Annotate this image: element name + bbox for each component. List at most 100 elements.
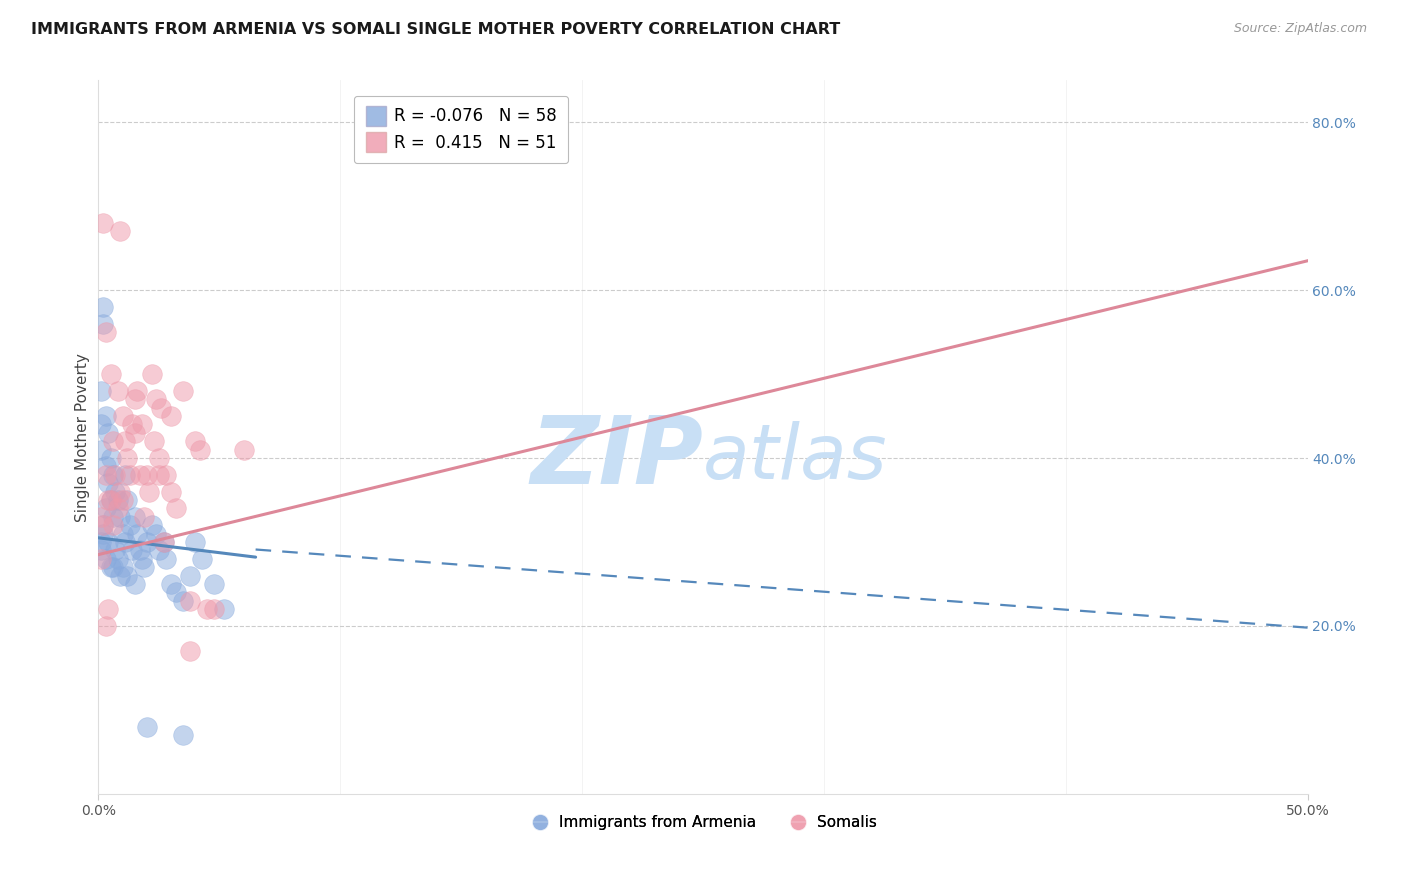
Point bbox=[232, 442, 254, 457]
Point bbox=[90, 384, 112, 398]
Point bbox=[195, 602, 218, 616]
Point bbox=[138, 484, 160, 499]
Point bbox=[108, 224, 131, 238]
Point bbox=[141, 367, 163, 381]
Point bbox=[94, 325, 117, 339]
Point bbox=[152, 535, 174, 549]
Point bbox=[100, 493, 122, 508]
Point bbox=[118, 518, 141, 533]
Point bbox=[145, 526, 167, 541]
Point bbox=[94, 459, 117, 474]
Point bbox=[179, 594, 201, 608]
Point bbox=[107, 384, 129, 398]
Point bbox=[101, 467, 124, 482]
Point bbox=[90, 551, 112, 566]
Point bbox=[212, 602, 235, 616]
Point bbox=[121, 543, 143, 558]
Point bbox=[94, 467, 117, 482]
Point bbox=[172, 728, 194, 742]
Point bbox=[107, 493, 129, 508]
Point bbox=[90, 543, 112, 558]
Point bbox=[127, 526, 149, 541]
Legend: Immigrants from Armenia, Somalis: Immigrants from Armenia, Somalis bbox=[523, 809, 883, 836]
Point bbox=[100, 493, 122, 508]
Point bbox=[148, 467, 170, 482]
Point bbox=[145, 392, 167, 407]
Text: IMMIGRANTS FROM ARMENIA VS SOMALI SINGLE MOTHER POVERTY CORRELATION CHART: IMMIGRANTS FROM ARMENIA VS SOMALI SINGLE… bbox=[31, 22, 841, 37]
Point bbox=[111, 493, 134, 508]
Point bbox=[160, 409, 183, 423]
Point bbox=[118, 467, 141, 482]
Point bbox=[108, 484, 131, 499]
Point bbox=[204, 602, 226, 616]
Point bbox=[155, 467, 177, 482]
Point bbox=[107, 501, 129, 516]
Point bbox=[184, 535, 207, 549]
Point bbox=[97, 602, 120, 616]
Point bbox=[114, 535, 136, 549]
Point bbox=[135, 467, 157, 482]
Point bbox=[90, 535, 112, 549]
Point bbox=[165, 501, 187, 516]
Point bbox=[91, 300, 114, 314]
Point bbox=[148, 451, 170, 466]
Point bbox=[143, 434, 166, 449]
Point bbox=[94, 619, 117, 633]
Point bbox=[184, 434, 207, 449]
Point bbox=[124, 425, 146, 440]
Point bbox=[97, 476, 120, 491]
Point bbox=[191, 551, 214, 566]
Point bbox=[100, 367, 122, 381]
Point bbox=[91, 526, 114, 541]
Point bbox=[104, 467, 127, 482]
Point bbox=[91, 518, 114, 533]
Point bbox=[111, 409, 134, 423]
Point bbox=[188, 442, 211, 457]
Text: ZIP: ZIP bbox=[530, 412, 703, 505]
Point bbox=[135, 535, 157, 549]
Point bbox=[100, 560, 122, 574]
Text: Source: ZipAtlas.com: Source: ZipAtlas.com bbox=[1233, 22, 1367, 36]
Point bbox=[204, 577, 226, 591]
Point bbox=[128, 543, 150, 558]
Point bbox=[179, 568, 201, 582]
Point bbox=[155, 551, 177, 566]
Point bbox=[108, 509, 131, 524]
Point bbox=[94, 409, 117, 423]
Point bbox=[160, 577, 183, 591]
Point bbox=[152, 535, 174, 549]
Point bbox=[101, 509, 124, 524]
Point bbox=[179, 644, 201, 658]
Point bbox=[172, 594, 194, 608]
Point bbox=[121, 417, 143, 432]
Point bbox=[104, 543, 127, 558]
Point bbox=[141, 518, 163, 533]
Point bbox=[90, 509, 112, 524]
Point bbox=[111, 526, 134, 541]
Point bbox=[97, 493, 120, 508]
Point bbox=[124, 577, 146, 591]
Point bbox=[114, 467, 136, 482]
Point bbox=[101, 518, 124, 533]
Point bbox=[117, 568, 139, 582]
Point bbox=[94, 551, 117, 566]
Point bbox=[127, 384, 149, 398]
Point bbox=[97, 425, 120, 440]
Point bbox=[134, 560, 156, 574]
Point bbox=[108, 568, 131, 582]
Point bbox=[111, 560, 134, 574]
Point bbox=[117, 493, 139, 508]
Point bbox=[150, 401, 173, 415]
Point bbox=[117, 451, 139, 466]
Point bbox=[91, 216, 114, 230]
Point bbox=[90, 442, 112, 457]
Point bbox=[165, 585, 187, 599]
Point bbox=[94, 501, 117, 516]
Point bbox=[91, 317, 114, 331]
Point bbox=[124, 509, 146, 524]
Point bbox=[114, 434, 136, 449]
Point bbox=[97, 535, 120, 549]
Point bbox=[172, 384, 194, 398]
Point bbox=[134, 509, 156, 524]
Point bbox=[90, 417, 112, 432]
